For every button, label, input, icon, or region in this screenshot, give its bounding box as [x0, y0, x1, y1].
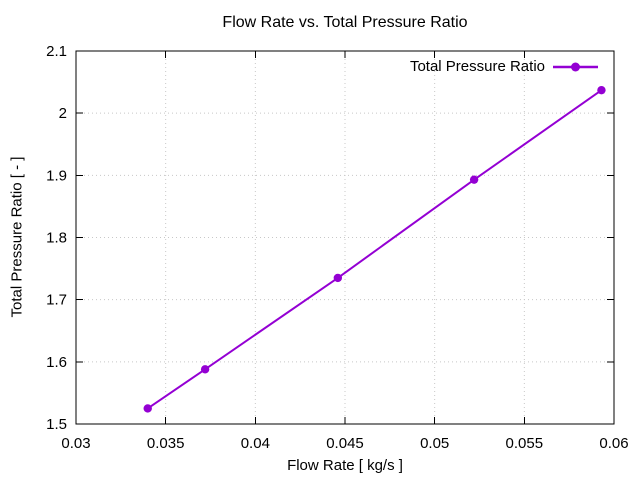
- legend-label: Total Pressure Ratio: [409, 58, 545, 75]
- data-point-marker: [469, 175, 479, 184]
- data-point-marker: [200, 365, 210, 374]
- x-tick-label: 0.04: [241, 435, 270, 452]
- y-tick-label: 1.5: [46, 416, 67, 433]
- legend: Total Pressure Ratio: [410, 58, 599, 75]
- x-tick-label: 0.03: [61, 435, 90, 452]
- y-tick-label: 1.8: [46, 230, 67, 247]
- y-axis-label: Total Pressure Ratio [ - ]: [8, 156, 26, 318]
- y-tick-label: 1.6: [46, 354, 67, 371]
- y-tick-label: 2.1: [46, 43, 67, 60]
- data-point-marker: [333, 273, 343, 283]
- y-tick-label: 1.7: [46, 292, 67, 309]
- chart-title: Flow Rate vs. Total Pressure Ratio: [222, 14, 468, 31]
- data-point-marker: [597, 85, 606, 95]
- y-tick-label: 1.9: [46, 167, 67, 184]
- legend-line-sample-icon: [553, 62, 598, 71]
- data-point-marker: [143, 404, 152, 413]
- x-axis-label: Flow Rate [ kg/s ]: [287, 457, 403, 474]
- x-tick-label: 0.06: [599, 435, 628, 452]
- x-tick-label: 0.05: [420, 435, 449, 452]
- y-tick-label: 2: [59, 105, 67, 122]
- series-line: [146, 89, 603, 410]
- legend-sample-marker: [571, 62, 580, 71]
- x-tick-label: 0.055: [506, 435, 544, 452]
- x-tick-label: 0.035: [147, 435, 185, 452]
- x-tick-label: 0.045: [326, 435, 364, 452]
